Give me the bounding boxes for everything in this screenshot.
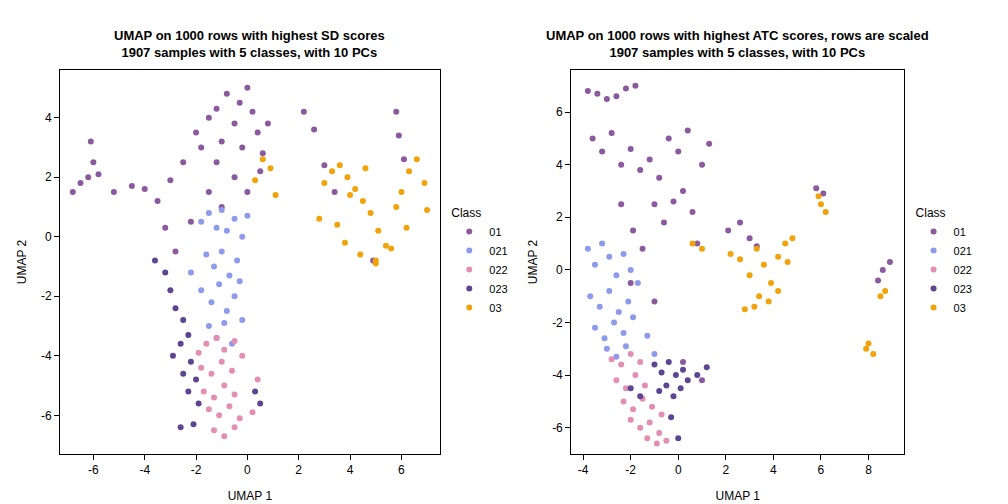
- svg-text:-2: -2: [191, 463, 202, 477]
- svg-text:-2: -2: [41, 289, 52, 303]
- svg-text:0: 0: [45, 230, 52, 244]
- svg-text:6: 6: [556, 105, 563, 119]
- svg-text:2: 2: [722, 463, 729, 477]
- svg-text:UMAP 1: UMAP 1: [715, 489, 760, 503]
- svg-text:UMAP on 1000 rows with highest: UMAP on 1000 rows with highest SD scores…: [114, 28, 385, 60]
- svg-text:022: 022: [489, 264, 507, 276]
- svg-text:4: 4: [347, 463, 354, 477]
- svg-text:-4: -4: [41, 349, 52, 363]
- svg-text:-2: -2: [625, 463, 636, 477]
- svg-text:2: 2: [295, 463, 302, 477]
- svg-text:UMAP 2: UMAP 2: [15, 239, 29, 284]
- svg-text:-2: -2: [552, 316, 563, 330]
- svg-text:UMAP 1: UMAP 1: [228, 489, 273, 503]
- svg-text:021: 021: [489, 245, 507, 257]
- svg-text:0: 0: [675, 463, 682, 477]
- svg-text:4: 4: [770, 463, 777, 477]
- svg-text:0: 0: [556, 263, 563, 277]
- svg-text:UMAP 2: UMAP 2: [526, 239, 540, 284]
- svg-text:022: 022: [954, 264, 972, 276]
- svg-text:2: 2: [556, 210, 563, 224]
- svg-text:0: 0: [244, 463, 251, 477]
- svg-text:-4: -4: [139, 463, 150, 477]
- svg-text:-6: -6: [41, 409, 52, 423]
- svg-text:01: 01: [489, 226, 501, 238]
- svg-text:-6: -6: [552, 421, 563, 435]
- svg-text:2: 2: [45, 170, 52, 184]
- svg-text:Class: Class: [916, 206, 946, 220]
- svg-text:UMAP on 1000 rows with highest: UMAP on 1000 rows with highest ATC score…: [546, 28, 929, 60]
- svg-text:6: 6: [398, 463, 405, 477]
- svg-text:023: 023: [489, 283, 507, 295]
- svg-text:03: 03: [489, 302, 501, 314]
- svg-text:01: 01: [954, 226, 966, 238]
- svg-text:03: 03: [954, 302, 966, 314]
- svg-text:-4: -4: [578, 463, 589, 477]
- svg-text:Class: Class: [451, 206, 481, 220]
- svg-text:021: 021: [954, 245, 972, 257]
- svg-text:-6: -6: [88, 463, 99, 477]
- svg-text:-4: -4: [552, 368, 563, 382]
- svg-text:8: 8: [865, 463, 872, 477]
- svg-text:023: 023: [954, 283, 972, 295]
- svg-text:6: 6: [818, 463, 825, 477]
- svg-text:4: 4: [556, 158, 563, 172]
- svg-text:4: 4: [45, 111, 52, 125]
